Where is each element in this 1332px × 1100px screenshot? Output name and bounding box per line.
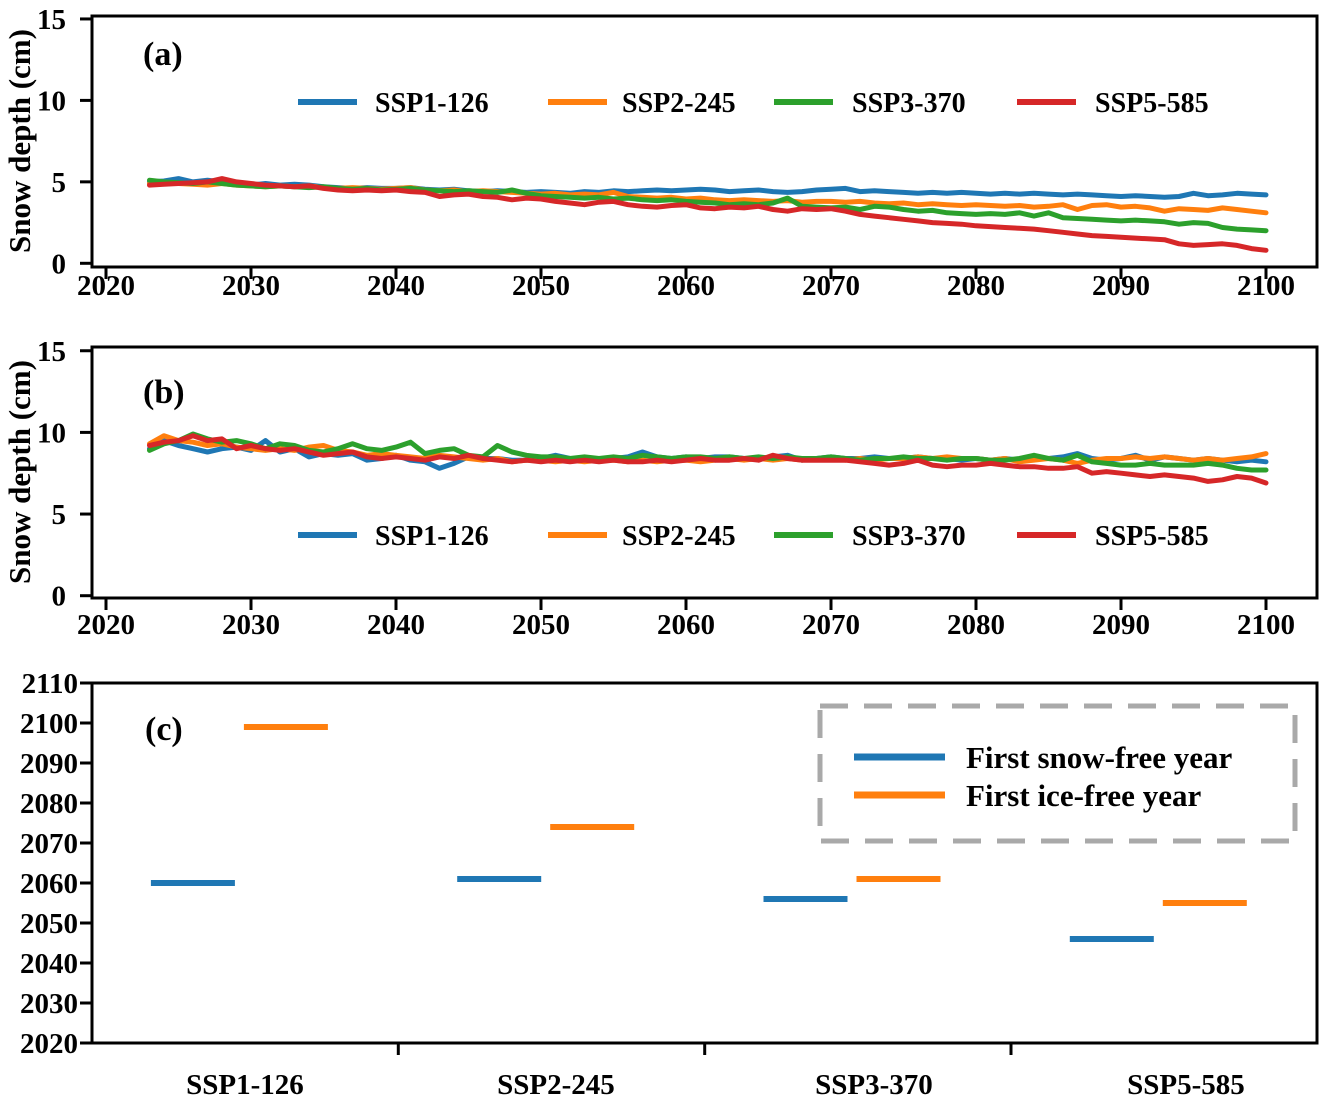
- x-axis-tick-label: 2090: [1092, 270, 1150, 302]
- snow-free-mark-SSP1-126: [150, 880, 235, 886]
- x-axis-tick-label: 2060: [657, 270, 715, 302]
- x-axis-tick-label: 2080: [947, 270, 1005, 302]
- panel-c-first-year-chart: 2020 2030 2040 2050 2060 2070 2080 2090 2100 2110…: [20, 668, 1319, 1100]
- x-axis-tick-label: 2030: [222, 270, 280, 302]
- y-axis-tick-label: 2100: [20, 708, 78, 740]
- y-axis-tick-label: 2060: [20, 868, 78, 900]
- legend-label-SSP3-370: SSP3-370: [852, 521, 966, 552]
- x-axis-tick-label: 2090: [1092, 609, 1150, 641]
- panel-a-letter: (a): [143, 36, 183, 73]
- panel-b-snow-depth-chart: 0 5 10 15 2020 2030 2040 2050 2060 2070 2080 2090 21…: [37, 336, 1319, 641]
- legend-label-SSP2-245: SSP2-245: [622, 88, 736, 119]
- legend-box: [817, 703, 1298, 844]
- panel-a-y-axis-label: Snow depth (cm): [2, 29, 37, 253]
- panel-b-y-axis-label: Snow depth (cm): [2, 360, 37, 584]
- y-axis-tick-label: 2080: [20, 788, 78, 820]
- snow-free-mark-SSP3-370: [763, 896, 848, 902]
- legend-label-SSP2-245: SSP2-245: [622, 521, 736, 552]
- x-axis-tick-label: 2020: [77, 270, 135, 302]
- legend-label-SSP1-126: SSP1-126: [375, 521, 489, 552]
- legend-label-SSP3-370: SSP3-370: [852, 88, 966, 119]
- category-label-SSP1-126: SSP1-126: [186, 1069, 304, 1100]
- y-axis-tick-label: 2070: [20, 828, 78, 860]
- x-axis-tick-label: 2100: [1237, 270, 1295, 302]
- y-axis-tick-label: 2030: [20, 988, 78, 1020]
- y-axis-tick-label: 0: [52, 581, 67, 613]
- panel-c-letter: (c): [145, 711, 183, 748]
- x-axis-tick-label: 2060: [657, 609, 715, 641]
- series-line-SSP5-585: [147, 433, 1269, 486]
- series-line-SSP5-585: [147, 176, 1269, 253]
- y-axis-tick-label: 15: [37, 336, 66, 368]
- y-axis-tick-label: 10: [37, 417, 66, 449]
- ice-free-mark-SSP2-245: [550, 824, 635, 830]
- y-axis-tick-label: 5: [52, 167, 67, 199]
- legend-label-SSP1-126: SSP1-126: [375, 88, 489, 119]
- legend-label-First-snow-free-year: First snow-free year: [966, 740, 1233, 775]
- snow-free-mark-SSP2-245: [457, 876, 542, 882]
- x-axis-tick-label: 2040: [367, 270, 425, 302]
- snow-free-mark-SSP5-585: [1069, 936, 1154, 942]
- y-axis-tick-label: 0: [52, 248, 67, 280]
- x-axis-tick-label: 2020: [77, 609, 135, 641]
- x-axis-tick-label: 2050: [512, 270, 570, 302]
- plot-frame: [90, 345, 1319, 600]
- x-axis-tick-label: 2050: [512, 609, 570, 641]
- ice-free-mark-SSP1-126: [243, 724, 328, 730]
- legend-label-SSP5-585: SSP5-585: [1095, 88, 1209, 119]
- x-axis-tick-label: 2100: [1237, 609, 1295, 641]
- y-axis-tick-label: 10: [37, 85, 66, 117]
- y-axis-tick-label: 2020: [20, 1028, 78, 1060]
- y-axis-tick-label: 2110: [22, 668, 78, 700]
- panel-a-snow-depth-chart: 0 5 10 15 2020 2030 2040 2050 2060 2070 2080 2090 21…: [37, 4, 1319, 302]
- category-label-SSP3-370: SSP3-370: [815, 1069, 933, 1100]
- y-axis-tick-label: 2040: [20, 948, 78, 980]
- panel-b-letter: (b): [143, 374, 185, 411]
- legend-label-SSP5-585: SSP5-585: [1095, 521, 1209, 552]
- y-axis-tick-label: 15: [37, 4, 66, 36]
- x-axis-tick-label: 2080: [947, 609, 1005, 641]
- y-axis-tick-label: 2050: [20, 908, 78, 940]
- ice-free-mark-SSP3-370: [856, 876, 941, 882]
- legend-label-First-ice-free-year: First ice-free year: [966, 778, 1201, 813]
- x-axis-tick-label: 2070: [802, 609, 860, 641]
- category-label-SSP2-245: SSP2-245: [497, 1069, 615, 1100]
- ice-free-mark-SSP5-585: [1162, 900, 1247, 906]
- plot-frame: [90, 681, 1319, 1045]
- y-axis-tick-label: 5: [52, 499, 67, 531]
- x-axis-tick-label: 2030: [222, 609, 280, 641]
- x-axis-tick-label: 2070: [802, 270, 860, 302]
- category-label-SSP5-585: SSP5-585: [1127, 1069, 1245, 1100]
- plot-frame: [90, 14, 1319, 269]
- x-axis-tick-label: 2040: [367, 609, 425, 641]
- y-axis-tick-label: 2090: [20, 748, 78, 780]
